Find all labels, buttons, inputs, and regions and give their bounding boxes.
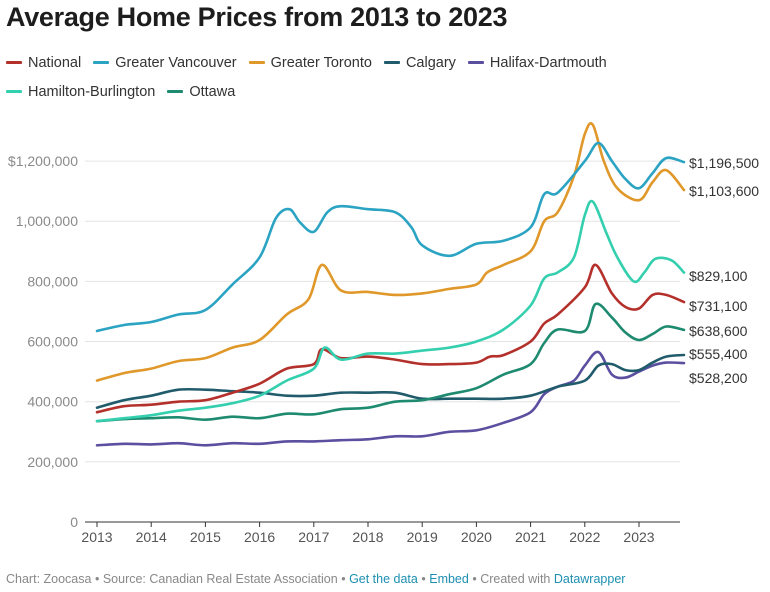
chart-title: Average Home Prices from 2013 to 2023	[6, 2, 508, 32]
legend-swatch	[93, 61, 110, 64]
legend-item-hamilton-burlington: Hamilton-Burlington	[6, 84, 155, 100]
datawrapper-link[interactable]: Datawrapper	[553, 572, 626, 586]
chart-footer: Chart: Zoocasa • Source: Canadian Real E…	[6, 572, 625, 586]
legend-item-halifax-dartmouth: Halifax-Dartmouth	[467, 54, 607, 71]
end-label-national: $731,100	[689, 298, 748, 314]
legend-label: Calgary	[405, 54, 456, 71]
x-tick-label: 2013	[81, 529, 112, 545]
y-tick-label: 0	[70, 514, 78, 530]
legend-label: Hamilton-Burlington	[28, 83, 156, 100]
x-tick-label: 2022	[569, 529, 600, 545]
x-tick-label: 2019	[407, 529, 438, 545]
legend-swatch	[167, 90, 184, 93]
x-axis-tick-labels: 2013 2014 2015 2016 2017 2018 2019 2020 2021 2022…	[81, 522, 655, 545]
x-tick-label: 2021	[515, 529, 546, 545]
created-with-text: Created with	[480, 572, 551, 586]
legend-label: Ottawa	[189, 83, 236, 100]
legend-row: Hamilton-Burlington Ottawa	[6, 77, 706, 106]
end-label-halifax-dartmouth: $528,200	[689, 370, 748, 386]
y-tick-label: 600,000	[27, 334, 78, 350]
end-label-greater-vancouver: $1,196,500	[689, 155, 759, 171]
y-tick-label: 400,000	[27, 394, 78, 410]
x-tick-label: 2018	[352, 529, 383, 545]
y-tick-label: 800,000	[27, 273, 78, 289]
legend-item-ottawa: Ottawa	[167, 84, 235, 100]
legend-swatch	[6, 90, 22, 93]
legend-item-greater-vancouver: Greater Vancouver	[93, 54, 237, 71]
series-line-greater-toronto	[95, 122, 686, 382]
legend-label: Greater Toronto	[270, 54, 372, 71]
series-line-ottawa	[95, 302, 686, 423]
x-tick-label: 2023	[623, 529, 654, 545]
legend-item-greater-toronto: Greater Toronto	[248, 54, 372, 71]
end-label-hamilton-burlington: $829,100	[689, 268, 748, 284]
legend-swatch	[467, 61, 484, 64]
series-line-hamilton-burlington	[95, 199, 686, 423]
legend-swatch	[248, 61, 265, 64]
footer-separator: •	[472, 572, 477, 586]
legend-row: National Greater Vancouver Greater Toronto…	[6, 48, 706, 77]
legend-item-national: National	[6, 55, 81, 71]
end-label-ottawa: $638,600	[689, 323, 748, 339]
series-lines	[95, 122, 686, 447]
y-tick-label: 1,000,000	[16, 213, 78, 229]
chart-credit: Chart: Zoocasa	[6, 572, 92, 586]
footer-separator: •	[341, 572, 346, 586]
end-label-greater-toronto: $1,103,600	[689, 183, 759, 199]
source-text: Source: Canadian Real Estate Association	[102, 572, 338, 586]
x-tick-label: 2017	[298, 529, 329, 545]
y-axis-tick-labels: 0 200,000 400,000 600,000 800,000 1,000,000 $1…	[8, 153, 78, 530]
legend-swatch	[383, 61, 400, 64]
grid-lines	[85, 160, 680, 523]
legend-label: Halifax-Dartmouth	[489, 54, 607, 71]
series-line-greater-vancouver	[95, 141, 686, 333]
get-data-link[interactable]: Get the data	[349, 572, 418, 586]
x-tick-label: 2016	[244, 529, 275, 545]
x-tick-label: 2020	[461, 529, 492, 545]
series-line-halifax-dartmouth	[95, 350, 686, 447]
x-tick-label: 2014	[136, 529, 167, 545]
y-tick-label: 200,000	[27, 454, 78, 470]
end-labels: $731,100 $1,196,500 $1,103,600 $555,400 $528…	[689, 155, 759, 386]
series-line-calgary	[95, 353, 686, 409]
legend-item-calgary: Calgary	[383, 54, 456, 71]
embed-link[interactable]: Embed	[429, 572, 469, 586]
y-tick-label: $1,200,000	[8, 153, 78, 169]
footer-separator: •	[421, 572, 426, 586]
legend-swatch	[6, 61, 22, 64]
series-line-national	[95, 263, 686, 414]
legend-label: Greater Vancouver	[115, 54, 237, 71]
legend-label: National	[28, 54, 82, 71]
footer-separator: •	[94, 572, 100, 586]
chart-legend: National Greater Vancouver Greater Toronto…	[6, 48, 706, 106]
x-tick-label: 2015	[190, 529, 221, 545]
end-label-calgary: $555,400	[689, 346, 748, 362]
